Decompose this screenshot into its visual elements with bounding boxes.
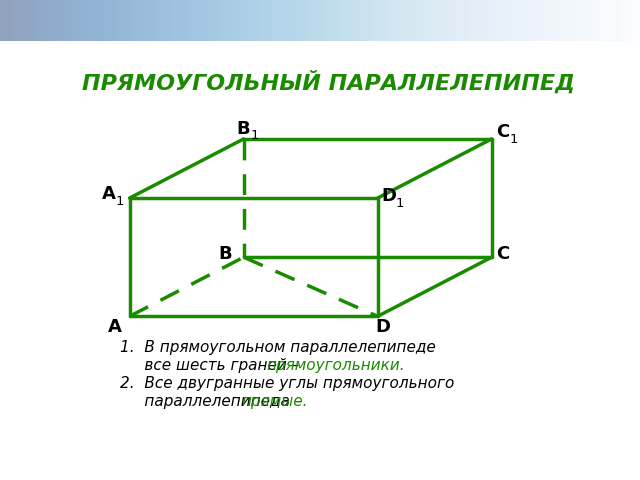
Text: 1.  В прямоугольном параллелепипеде: 1. В прямоугольном параллелепипеде xyxy=(120,340,435,355)
Text: 1: 1 xyxy=(251,130,259,143)
Text: C: C xyxy=(496,245,509,263)
Text: C: C xyxy=(496,123,509,141)
Text: 1: 1 xyxy=(396,197,404,210)
Text: A: A xyxy=(108,318,122,336)
Text: B: B xyxy=(218,245,232,263)
Text: прямоугольники.: прямоугольники. xyxy=(266,358,404,372)
Text: D: D xyxy=(381,187,396,205)
Text: B: B xyxy=(237,120,250,138)
Text: все шесть граней –: все шесть граней – xyxy=(120,358,304,372)
Text: D: D xyxy=(375,318,390,336)
Text: A: A xyxy=(102,185,116,203)
Text: 1: 1 xyxy=(510,133,518,146)
Text: 2.  Все двугранные углы прямоугольного: 2. Все двугранные углы прямоугольного xyxy=(120,376,454,391)
Text: ПРЯМОУГОЛЬНЫЙ ПАРАЛЛЕЛЕПИПЕД: ПРЯМОУГОЛЬНЫЙ ПАРАЛЛЕЛЕПИПЕД xyxy=(81,70,575,93)
Text: параллелепипеда –: параллелепипеда – xyxy=(120,394,307,409)
Text: прямые.: прямые. xyxy=(241,394,308,409)
Text: 1: 1 xyxy=(116,194,124,207)
